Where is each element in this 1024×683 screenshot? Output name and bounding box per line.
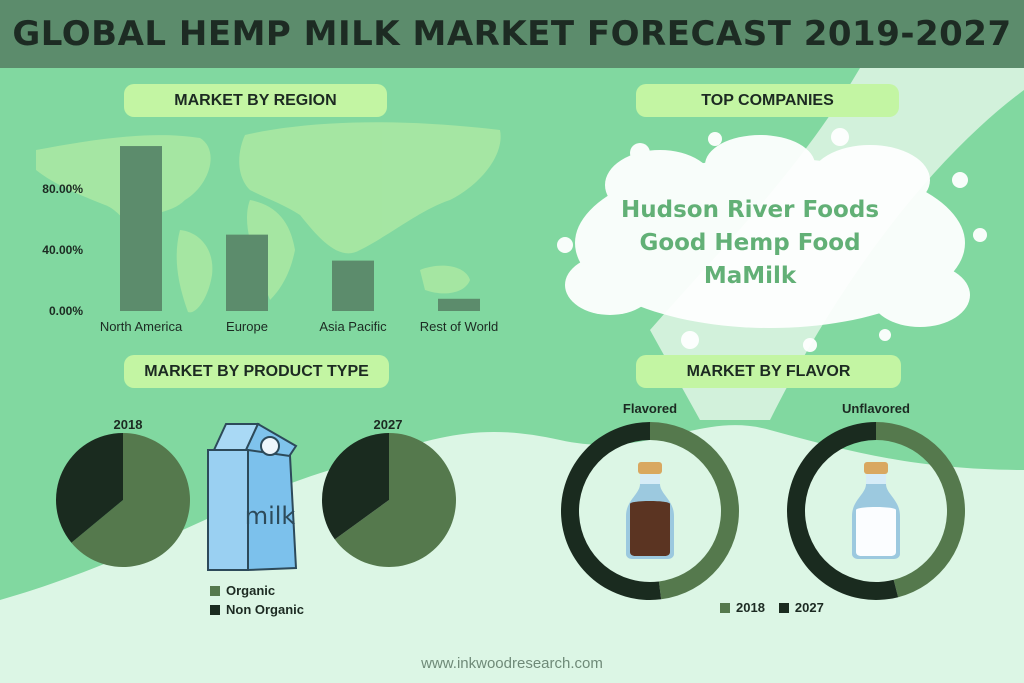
product-pie-2018 xyxy=(56,433,191,567)
product-pie-2027 xyxy=(322,433,456,567)
bar xyxy=(332,260,374,311)
bar xyxy=(120,146,162,311)
pie-slice xyxy=(787,422,899,600)
pie-title-2027: 2027 xyxy=(373,417,403,432)
legend-swatch xyxy=(210,604,220,615)
page-title: GLOBAL HEMP MILK MARKET FORECAST 2019-20… xyxy=(12,14,1012,54)
footer-url[interactable]: www.inkwoodresearch.com xyxy=(421,655,603,672)
legend-swatch xyxy=(778,602,789,613)
legend-swatch xyxy=(210,585,220,596)
pie-slice xyxy=(334,433,456,567)
carton-label: milk xyxy=(245,502,296,530)
flavor-legend: 2018 2027 xyxy=(720,600,824,615)
product-legend: Organic Non Organic xyxy=(210,583,304,617)
legend-item-non-organic: Non Organic xyxy=(210,602,304,617)
company-name: Hudson River Foods xyxy=(620,197,880,223)
x-tick-label: Europe xyxy=(226,319,268,334)
chocolate-milk-bottle-icon xyxy=(626,462,674,559)
milk-splash xyxy=(557,128,987,352)
x-tick-label: Rest of World xyxy=(420,319,499,334)
pie-slice xyxy=(71,433,191,567)
pie-slice xyxy=(876,422,965,598)
flavor-donut-unflavored xyxy=(787,422,965,600)
flavor-donut-flavored xyxy=(560,422,739,600)
donut-title-unflavored: Unflavored xyxy=(842,401,910,416)
legend-item-2018: 2018 xyxy=(720,600,765,615)
y-tick-label: 40.00% xyxy=(42,243,83,257)
milk-wave xyxy=(0,425,1024,683)
milk-carton-illustration: milk xyxy=(207,422,298,572)
top-companies-list: Hudson River Foods Good Hemp Food MaMilk xyxy=(560,194,940,293)
pie-slice xyxy=(650,422,739,600)
flavor-section-label: MARKET BY FLAVOR xyxy=(636,355,901,388)
company-name: Good Hemp Food xyxy=(639,230,861,256)
y-tick-label: 0.00% xyxy=(49,304,83,318)
company-name: MaMilk xyxy=(703,263,797,289)
legend-item-organic: Organic xyxy=(210,583,304,598)
companies-section-label: TOP COMPANIES xyxy=(636,84,899,117)
plain-milk-bottle-icon xyxy=(852,462,900,559)
product-type-section-label: MARKET BY PRODUCT TYPE xyxy=(124,355,389,388)
region-bar-chart: North America Europe Asia Pacific Rest of W… xyxy=(42,146,499,334)
y-tick-label: 80.00% xyxy=(42,182,83,196)
x-tick-label: North America xyxy=(100,319,183,334)
donut-title-flavored: Flavored xyxy=(622,401,678,416)
pie-slice xyxy=(56,433,124,543)
legend-swatch xyxy=(720,602,730,613)
region-section-label: MARKET BY REGION xyxy=(124,84,387,117)
title-bar: GLOBAL HEMP MILK MARKET FORECAST 2019-20… xyxy=(0,0,1024,68)
pie-slice xyxy=(322,433,389,540)
bar xyxy=(438,298,480,311)
legend-item-2027: 2027 xyxy=(778,600,824,615)
bar xyxy=(226,234,268,311)
pie-title-2018: 2018 xyxy=(113,417,143,432)
pie-slice xyxy=(560,422,662,600)
x-tick-label: Asia Pacific xyxy=(319,319,387,334)
